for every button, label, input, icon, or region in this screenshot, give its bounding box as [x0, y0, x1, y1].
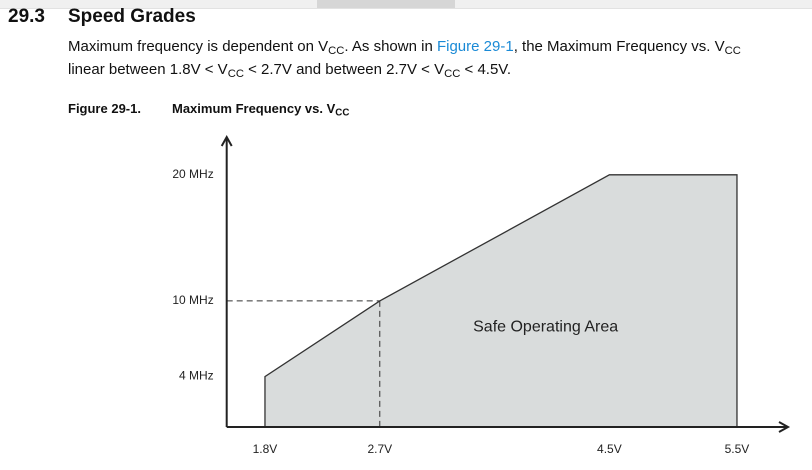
- text-run: . As shown in: [344, 38, 437, 55]
- text-run: < 4.5V.: [460, 61, 512, 78]
- y-tick-label: 10 MHz: [172, 293, 213, 307]
- text-run: Maximum Frequency vs. V: [172, 101, 336, 116]
- x-tick-label: 5.5V: [725, 442, 750, 456]
- y-tick-label: 20 MHz: [172, 167, 213, 181]
- safe-area: [264, 174, 738, 428]
- subscript: CC: [227, 67, 244, 78]
- subscript: CC: [724, 44, 741, 55]
- x-tick-label: 4.5V: [597, 442, 622, 456]
- figure-title: Maximum Frequency vs. VCC: [172, 101, 350, 119]
- figure-label: Figure 29-1.: [68, 101, 141, 116]
- section-number: 29.3: [8, 6, 45, 27]
- y-tick-label: 4 MHz: [179, 369, 214, 383]
- paragraph-line: linear between 1.8V < VCC < 2.7V and bet…: [68, 61, 812, 78]
- annotation: Safe Operating Area: [473, 319, 618, 336]
- paragraph-line: Maximum frequency is dependent on VCC. A…: [68, 38, 812, 55]
- section-title: Speed Grades: [68, 6, 196, 27]
- x-tick-label: 2.7V: [367, 442, 392, 456]
- text-run: , the Maximum Frequency vs. V: [513, 38, 725, 55]
- text-run: Maximum frequency is dependent on V: [68, 38, 329, 55]
- x-axis-arrow: [778, 421, 791, 433]
- x-tick-label: 1.8V: [253, 442, 278, 456]
- y-axis-arrow: [220, 134, 233, 147]
- subscript: CC: [444, 67, 461, 78]
- scrollbar-thumb[interactable]: [317, 0, 455, 8]
- subscript: CC: [328, 44, 345, 55]
- text-run: linear between 1.8V < V: [68, 61, 228, 78]
- link[interactable]: Figure 29-1: [436, 38, 514, 55]
- text-run: < 2.7V and between 2.7V < V: [243, 61, 445, 78]
- subscript: CC: [335, 107, 350, 119]
